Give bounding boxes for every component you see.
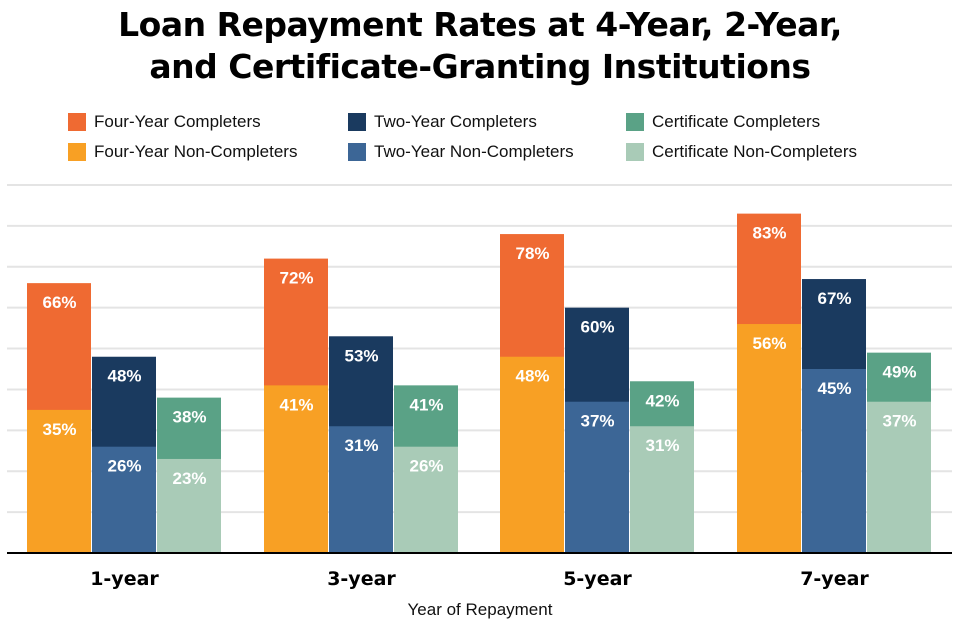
legend-swatch: [348, 143, 366, 161]
bar: [264, 385, 328, 553]
data-label: 60%: [580, 318, 614, 337]
data-label: 48%: [515, 367, 549, 386]
legend-swatch: [348, 113, 366, 131]
data-label: 48%: [107, 367, 141, 386]
data-label: 41%: [409, 395, 443, 414]
x-tick-label: 5-year: [563, 568, 632, 590]
data-label: 45%: [817, 379, 851, 398]
legend-label: Four-Year Completers: [94, 112, 261, 131]
data-label: 83%: [752, 224, 786, 243]
data-label: 67%: [817, 289, 851, 308]
title-line-2: and Certificate-Granting Institutions: [149, 47, 811, 86]
bar: [802, 369, 866, 553]
x-tick-label: 3-year: [327, 568, 396, 590]
legend-swatch: [626, 143, 644, 161]
data-label: 37%: [580, 412, 614, 431]
data-label: 72%: [279, 269, 313, 288]
x-axis-title: Year of Repayment: [408, 600, 553, 619]
legend-item: Two-Year Non-Completers: [348, 142, 574, 162]
legend-item: Two-Year Completers: [348, 112, 537, 132]
bar: [329, 426, 393, 553]
legend-label: Two-Year Completers: [374, 112, 537, 131]
data-label: 38%: [172, 408, 206, 427]
data-label: 53%: [344, 346, 378, 365]
data-label: 26%: [107, 457, 141, 476]
bar: [565, 401, 629, 553]
bar: [500, 356, 564, 553]
legend-item: Four-Year Non-Completers: [68, 142, 297, 162]
bar: [157, 458, 221, 553]
x-tick-label: 1-year: [90, 568, 159, 590]
chart-title: Loan Repayment Rates at 4-Year, 2-Year, …: [0, 4, 960, 88]
data-label: 31%: [645, 436, 679, 455]
bar: [630, 426, 694, 553]
bar: [867, 401, 931, 553]
bar: [394, 446, 458, 553]
legend-swatch: [626, 113, 644, 131]
x-tick-label: 7-year: [800, 568, 869, 590]
title-line-1: Loan Repayment Rates at 4-Year, 2-Year,: [118, 5, 842, 44]
data-label: 41%: [279, 395, 313, 414]
data-label: 56%: [752, 334, 786, 353]
legend-item: Certificate Non-Completers: [626, 142, 857, 162]
data-label: 35%: [42, 420, 76, 439]
legend-label: Four-Year Non-Completers: [94, 142, 298, 161]
bar: [27, 409, 91, 553]
legend-label: Certificate Completers: [652, 112, 821, 131]
bar: [737, 324, 801, 553]
data-label: 37%: [882, 412, 916, 431]
legend-swatch: [68, 143, 86, 161]
bar: [92, 446, 156, 553]
data-label: 26%: [409, 457, 443, 476]
legend-item: Four-Year Completers: [68, 112, 261, 132]
data-label: 31%: [344, 436, 378, 455]
data-label: 23%: [172, 469, 206, 488]
data-label: 42%: [645, 391, 679, 410]
legend-swatch: [68, 113, 86, 131]
data-label: 78%: [515, 244, 549, 263]
data-label: 66%: [42, 293, 76, 312]
legend-item: Certificate Completers: [626, 112, 820, 132]
legend-label: Certificate Non-Completers: [652, 142, 858, 161]
legend-label: Two-Year Non-Completers: [374, 142, 574, 161]
data-label: 49%: [882, 363, 916, 382]
